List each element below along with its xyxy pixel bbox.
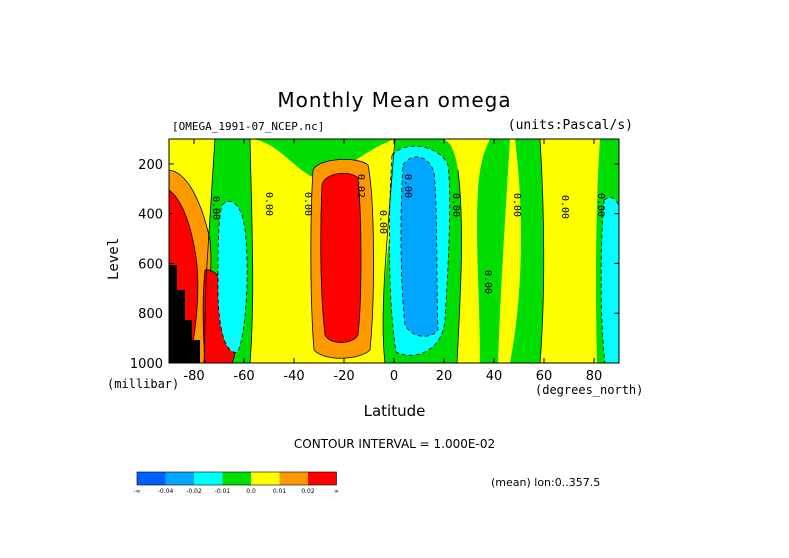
x-tick-label: -60 — [233, 369, 254, 384]
colorbar-label: 0.0 — [246, 488, 256, 495]
contour-label: 0.02 — [355, 174, 366, 198]
dataset-label: [OMEGA_1991-07_NCEP.nc] — [172, 120, 325, 133]
colorbar-label: -0.04 — [158, 488, 174, 495]
x-tick-label: 80 — [586, 369, 603, 384]
colorbar-swatch — [137, 472, 166, 485]
y-tick-label: 1000 — [130, 357, 163, 372]
plot-area — [169, 139, 619, 363]
colorbar-label: 0.01 — [273, 488, 287, 495]
colorbar-swatch — [222, 472, 251, 485]
colorbar-swatch — [279, 472, 308, 485]
contour-label: 0.00 — [511, 193, 522, 217]
colorbar-label: -∞ — [133, 488, 140, 495]
x-tick-label: 40 — [486, 369, 503, 384]
contour-label: 0.00 — [559, 195, 570, 219]
x-axis-unit: (degrees_north) — [535, 383, 644, 397]
contour-label: 0.00 — [302, 192, 313, 216]
colorbar-swatch — [165, 472, 194, 485]
zero-contour — [539, 139, 545, 363]
field-no-data — [169, 265, 200, 363]
colorbar-label: ∞ — [334, 488, 339, 495]
field-red-subtropics — [320, 172, 362, 343]
y-tick-label: 600 — [138, 257, 163, 272]
colorbar-label: -0.02 — [186, 488, 202, 495]
y-axis-unit: (millibar) — [107, 377, 180, 391]
chart-title: Monthly Mean omega — [277, 88, 512, 112]
zero-contour — [249, 139, 254, 363]
colorbar-label: 0.02 — [301, 488, 315, 495]
x-tick-label: -20 — [333, 369, 354, 384]
field-yellow-band-a — [440, 139, 490, 363]
colorbar-label: -0.01 — [215, 488, 231, 495]
y-tick-label: 400 — [138, 208, 163, 223]
x-tick-label: 60 — [536, 369, 553, 384]
colorbar-swatch — [194, 472, 223, 485]
contour-label: 0.00 — [482, 270, 493, 294]
colorbar-swatch — [308, 472, 337, 485]
x-tick-label: 0 — [390, 369, 398, 384]
contour-label: 0.00 — [402, 174, 413, 198]
contour-label: 0.00 — [210, 196, 221, 220]
zero-contour — [456, 169, 462, 363]
field-yellow-band-c — [540, 139, 600, 363]
x-axis-label: Latitude — [363, 402, 426, 420]
contour-interval-note: CONTOUR INTERVAL = 1.000E-02 — [293, 437, 496, 451]
contour-label: 0.00 — [377, 210, 388, 234]
colorbar-frame — [136, 471, 337, 486]
contour-label: 0.00 — [263, 192, 274, 216]
zero-contour — [382, 139, 396, 363]
field-cyan-south — [217, 200, 248, 353]
field-cyan-north-pole — [600, 197, 619, 363]
contour-label: 0.00 — [450, 193, 461, 217]
field-blue-itcz — [400, 156, 439, 337]
contour-label: 0.00 — [595, 193, 606, 217]
mean-longitude-note: (mean) lon:0..357.5 — [491, 476, 601, 489]
colorbar-swatch — [251, 472, 280, 485]
y-tick-label: 800 — [138, 307, 163, 322]
zero-contour — [203, 139, 216, 363]
x-tick-label: -80 — [183, 369, 204, 384]
x-tick-label: 20 — [436, 369, 453, 384]
y-tick-label: 200 — [138, 158, 163, 173]
units-label: (units:Pascal/s) — [507, 118, 633, 133]
x-tick-label: -40 — [283, 369, 304, 384]
field-yellow-band-b — [498, 139, 522, 363]
